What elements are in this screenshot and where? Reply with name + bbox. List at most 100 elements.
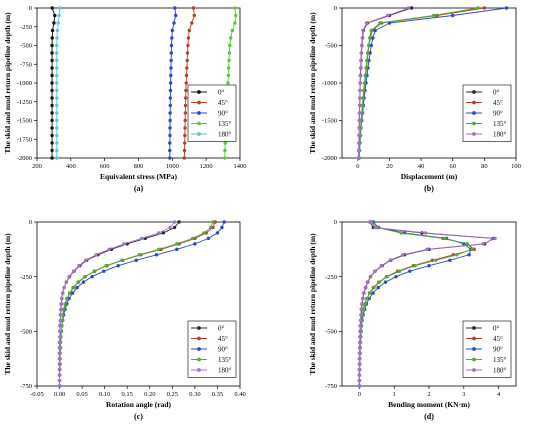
data-point [186, 43, 190, 48]
data-point [408, 269, 412, 273]
panel-d: 0 1 2 3 4 0 -250 -500 -750 Bending moment (KN·m) T… [308, 219, 517, 421]
data-point [230, 28, 235, 33]
data-point [57, 356, 62, 361]
data-point [373, 225, 377, 230]
data-point [55, 111, 59, 115]
data-point [184, 88, 188, 93]
data-point [226, 81, 230, 85]
data-point [357, 126, 361, 130]
data-point [172, 225, 177, 230]
data-point [434, 258, 438, 262]
y-tick-label: -500 [325, 43, 337, 50]
data-point [208, 225, 213, 230]
data-point [172, 21, 176, 25]
data-point [50, 51, 54, 55]
data-point [397, 269, 402, 273]
x-tick-label: 80 [481, 163, 488, 170]
legend-marker [472, 347, 476, 351]
data-point [359, 58, 363, 63]
data-point [55, 141, 59, 145]
data-point [70, 291, 75, 295]
data-point [55, 28, 59, 33]
data-point [55, 81, 59, 85]
data-point [64, 280, 69, 284]
x-tick-label: 40 [418, 163, 425, 170]
data-point [50, 43, 54, 48]
legend-label: 0° [218, 88, 225, 96]
data-point [55, 66, 59, 70]
data-point [376, 285, 380, 290]
y-tick-label: 0 [334, 5, 337, 12]
data-point [184, 73, 189, 78]
y-tick-label: -750 [325, 383, 337, 390]
legend-label: 0° [493, 88, 500, 96]
data-point [388, 258, 392, 262]
data-point [59, 302, 64, 306]
data-point [360, 111, 364, 115]
data-point [50, 126, 54, 130]
x-axis-label: Displacement (m) [401, 172, 458, 181]
data-point [76, 280, 80, 284]
data-point [185, 66, 189, 70]
data-point [50, 28, 55, 33]
data-point [369, 43, 373, 48]
data-point [50, 96, 54, 100]
data-point [357, 133, 361, 138]
x-tick-label: 4 [497, 391, 501, 398]
x-tick-label: 0.30 [189, 391, 200, 398]
data-point [169, 73, 173, 78]
series-line-180° [59, 221, 175, 386]
x-tick-label: 1 [393, 391, 396, 398]
x-tick-label: 600 [100, 163, 110, 170]
data-point [134, 258, 138, 262]
legend: 0° 45° 90° 135° 180° [462, 84, 512, 142]
data-point [50, 111, 54, 115]
data-point [55, 73, 59, 78]
data-point [58, 313, 63, 317]
data-point [61, 307, 66, 312]
legend-marker [197, 357, 201, 362]
data-point [92, 269, 96, 273]
legend-marker [197, 368, 201, 372]
data-point [182, 156, 187, 160]
data-point [357, 384, 362, 388]
x-tick-label: 1000 [166, 163, 179, 170]
data-point [357, 111, 362, 115]
data-point [55, 148, 59, 153]
data-point [60, 296, 64, 301]
data-point [379, 264, 384, 268]
data-point [493, 236, 497, 241]
y-tick-label: -2000 [322, 155, 337, 162]
data-point [359, 43, 364, 48]
data-point [75, 285, 79, 290]
data-point [50, 148, 54, 153]
data-point [183, 111, 188, 115]
data-point [363, 285, 368, 290]
data-point [55, 103, 59, 108]
x-tick-label: 0.10 [99, 391, 110, 398]
data-point [359, 307, 363, 312]
data-point [168, 148, 172, 153]
data-point [234, 13, 238, 18]
data-point [50, 133, 54, 138]
data-point [361, 291, 366, 295]
data-point [55, 58, 59, 63]
x-tick-label: 0.05 [76, 391, 87, 398]
data-point [386, 13, 390, 18]
data-point [360, 302, 364, 306]
legend-label: 45° [493, 335, 503, 343]
data-point [168, 133, 172, 138]
data-point [55, 88, 59, 93]
data-point [358, 81, 362, 85]
data-point [504, 6, 509, 10]
data-point [427, 264, 431, 268]
plot-frame [36, 221, 241, 387]
data-point [361, 96, 365, 100]
data-point [61, 291, 65, 295]
data-point [116, 264, 120, 268]
data-point [57, 13, 61, 18]
data-point [62, 285, 66, 290]
data-point [183, 96, 188, 100]
data-point [360, 296, 365, 301]
data-point [363, 302, 367, 306]
